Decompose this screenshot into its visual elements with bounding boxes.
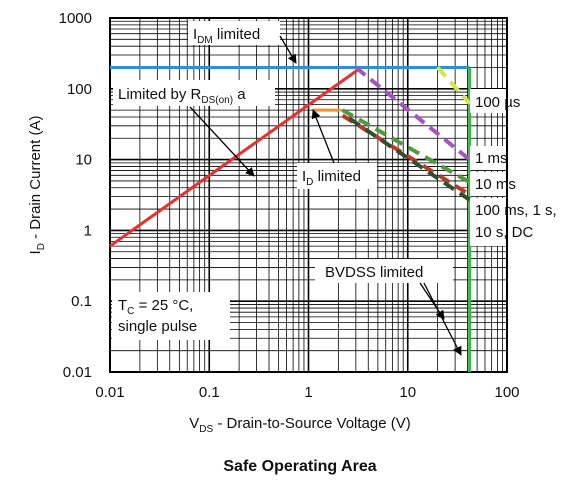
y-tick-label: 1 (84, 222, 92, 239)
y-tick-label: 10 (75, 152, 92, 169)
chart-caption: Safe Operating Area (223, 458, 376, 475)
annotation-box (297, 163, 377, 189)
series-group (109, 65, 472, 372)
annotation-label: 1 ms (475, 150, 508, 167)
annotation-label: BVDSS limited (325, 264, 423, 281)
y-tick-label: 1000 (59, 10, 92, 27)
annotation-label: 100 µs (475, 94, 520, 111)
y-tick-label: 100 (67, 81, 92, 98)
annotation-box (470, 172, 506, 196)
series-line-5 (436, 66, 472, 105)
annotation-label: 10 ms (475, 176, 516, 193)
y-axis-label: ID - Drain Current (A) (27, 116, 47, 255)
x-tick-label: 1 (304, 384, 312, 401)
annotation-label: ID limited (302, 168, 361, 188)
annotation-box (315, 259, 453, 283)
annotation-label: Limited by RDS(on) a (118, 86, 246, 106)
y-tick-label: 0.01 (63, 364, 92, 381)
x-tick-label: 10 (399, 384, 416, 401)
annotation-label: 10 s, DC (475, 224, 534, 241)
annotation-label: 100 ms, 1 s, (475, 202, 557, 219)
plot-frame (109, 17, 508, 373)
tick-labels: 0.01 0.1 1 10 100 0.01 0.1 1 10 100 1000 (59, 10, 520, 401)
annotation-label: TC = 25 °C, (118, 297, 193, 317)
annotation-label: single pulse (118, 318, 197, 335)
leader-arrow (311, 109, 335, 164)
series-line-6 (354, 65, 471, 162)
x-tick-label: 0.1 (199, 384, 220, 401)
x-tick-label: 0.01 (95, 384, 124, 401)
series-line-8 (341, 113, 471, 197)
annotations: IDM limited Limited by RDS(on) a ID limite… (112, 21, 557, 356)
annotation-box (470, 146, 506, 170)
annotation-box (470, 198, 506, 246)
leader-arrow (189, 106, 255, 177)
series-line-7 (341, 108, 471, 184)
x-axis-label: VDS - Drain-to-Source Voltage (V) (189, 415, 411, 435)
annotation-box (470, 89, 506, 113)
annotation-box (112, 292, 230, 340)
x-tick-label: 100 (494, 384, 519, 401)
leader-arrow (279, 35, 297, 64)
leader-arrow (423, 282, 462, 356)
series-line-9 (348, 116, 471, 202)
annotation-box (113, 80, 275, 106)
y-tick-label: 0.1 (71, 293, 92, 310)
annotation-box (188, 21, 280, 45)
annotation-label: IDM limited (193, 26, 260, 46)
